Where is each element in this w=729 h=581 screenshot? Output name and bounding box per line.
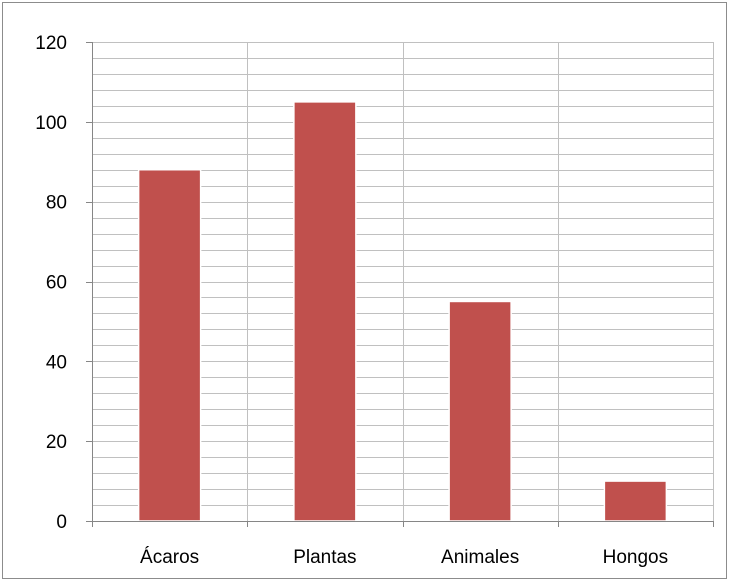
bar-hongos (603, 480, 668, 522)
bar-animales (448, 300, 512, 522)
x-category-label: Ácaros (140, 547, 199, 568)
y-tick-label: 60 (46, 273, 67, 294)
y-tick-label: 20 (46, 432, 67, 453)
y-tick-label: 80 (46, 193, 67, 214)
bar-ácaros (137, 168, 202, 522)
labels: 0 20 40 60 80 100 120 Ácaros Plantas Animales Hong… (35, 33, 668, 568)
x-category-label: Animales (441, 547, 519, 568)
y-tick-label: 40 (46, 352, 67, 373)
x-category-label: Plantas (293, 547, 356, 568)
axes (86, 42, 714, 527)
y-tick-label: 0 (56, 512, 67, 533)
bars (137, 101, 668, 522)
y-tick-label: 120 (35, 33, 67, 54)
bar-plantas (293, 101, 357, 522)
y-tick-label: 100 (35, 113, 67, 134)
x-category-label: Hongos (603, 547, 669, 568)
